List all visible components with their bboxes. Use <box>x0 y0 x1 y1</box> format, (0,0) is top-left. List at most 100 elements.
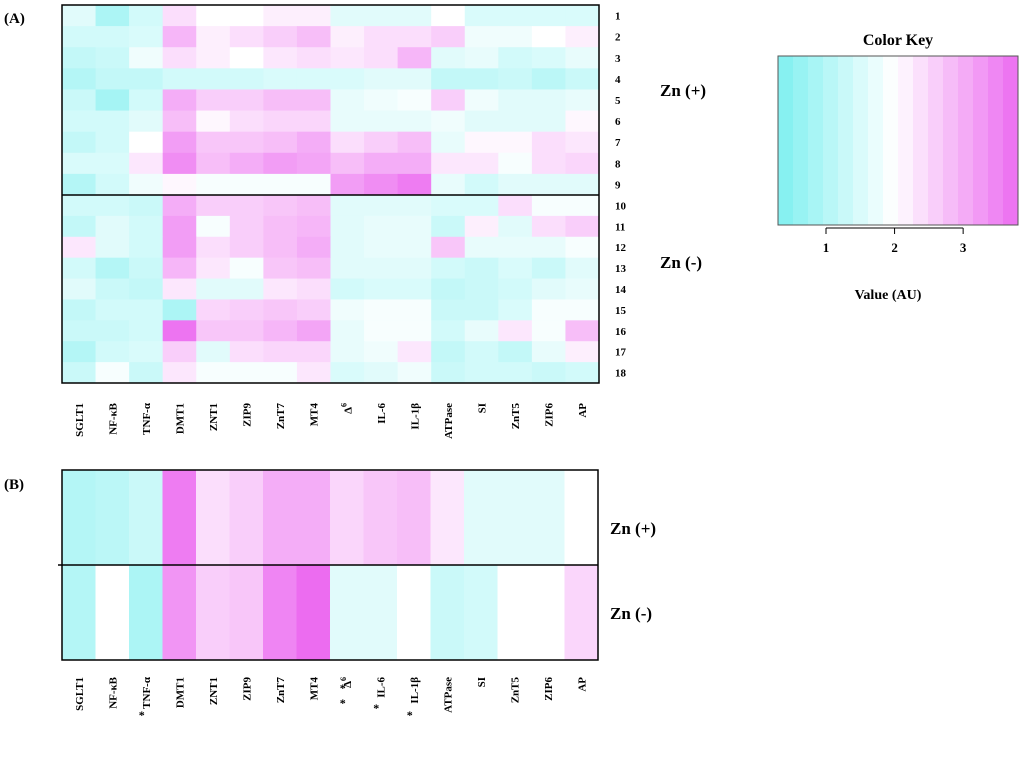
heatmap-a-cell <box>95 26 130 48</box>
heatmap-a-cell <box>330 89 365 112</box>
heatmap-a-cell <box>263 341 298 363</box>
color-key-swatch <box>793 56 809 225</box>
column-label-b: SGLT1 <box>74 677 86 711</box>
heatmap-a-cell <box>263 236 298 259</box>
heatmap-b-cell <box>363 470 398 566</box>
heatmap-a-cell <box>229 215 264 238</box>
heatmap-b-cell <box>95 470 130 566</box>
heatmap-a-cell <box>330 110 365 133</box>
column-label-b: ZnT5 <box>509 677 521 704</box>
heatmap-a-cell <box>62 236 97 259</box>
color-key-swatch <box>973 56 989 225</box>
column-label-a: AP <box>577 403 589 418</box>
heatmap-a-cell <box>531 195 566 217</box>
heatmap-a-cell <box>263 320 298 342</box>
color-key-title: Color Key <box>863 32 933 49</box>
color-key-swatch <box>868 56 884 225</box>
heatmap-a-cell <box>95 362 130 384</box>
heatmap-a-cell <box>162 215 197 238</box>
heatmap-a-cell <box>531 26 566 48</box>
heatmap-a-cell <box>296 47 331 69</box>
heatmap-a-cell <box>62 320 97 342</box>
heatmap-a-cell <box>162 152 197 175</box>
heatmap-a-cell <box>464 152 499 175</box>
heatmap-b-cell <box>531 470 565 566</box>
heatmap-b-cell <box>196 565 230 661</box>
row-label: 1 <box>615 11 621 23</box>
row-label-b-zn-minus: Zn (-) <box>610 604 652 623</box>
heatmap-a-cell <box>464 131 499 154</box>
heatmap-a-cell <box>565 195 600 217</box>
color-key-swatch <box>823 56 839 225</box>
color-key-frame <box>777 55 1019 226</box>
heatmap-a-cell <box>397 299 432 321</box>
heatmap-a-cell <box>464 47 499 69</box>
column-label-b: ZIP6 <box>543 677 555 701</box>
heatmap-a-cell <box>464 299 499 321</box>
column-label-b: ZNT1 <box>208 677 220 705</box>
heatmap-a-cell <box>397 362 432 384</box>
heatmap-a-cell <box>431 320 466 342</box>
heatmap-a-cell <box>330 278 365 300</box>
heatmap-a-cell <box>196 89 231 112</box>
heatmap-a-cell <box>95 257 130 280</box>
column-label-a: ZIP6 <box>544 403 556 427</box>
heatmap-a-cell <box>95 278 130 300</box>
heatmap-a-cell <box>263 110 298 133</box>
heatmap-a-cell <box>95 341 130 363</box>
heatmap-a-cell <box>431 131 466 154</box>
heatmap-a-cell <box>296 110 331 133</box>
heatmap-a-cell <box>162 278 197 300</box>
heatmap-a-cell <box>196 215 231 238</box>
heatmap-a-cell <box>498 257 533 280</box>
row-label: 6 <box>615 116 621 128</box>
heatmap-a-cell <box>330 195 365 217</box>
heatmap-a-cell <box>431 278 466 300</box>
color-key-swatch <box>958 56 974 225</box>
heatmap-a-cell <box>229 68 264 90</box>
heatmap-a-cell <box>531 89 566 112</box>
heatmap-a-cell <box>364 236 399 259</box>
heatmap-a-cell <box>196 362 231 384</box>
heatmap-a-cell <box>95 236 130 259</box>
heatmap-b-cell <box>95 565 130 661</box>
heatmap-a-cell <box>364 278 399 300</box>
heatmap-a-cell <box>196 152 231 175</box>
heatmap-a-cell <box>62 195 97 217</box>
heatmap-a-cell <box>464 5 499 27</box>
heatmap-a-cell <box>498 26 533 48</box>
column-label-a: ZnT5 <box>510 403 522 430</box>
heatmap-a-cell <box>229 320 264 342</box>
heatmap-a-cell <box>196 173 231 196</box>
heatmap-a-cell <box>296 299 331 321</box>
heatmap-a-cell <box>330 68 365 90</box>
heatmap-b-cell <box>330 565 364 661</box>
heatmap-a-cell <box>397 47 432 69</box>
row-label: 11 <box>615 221 625 233</box>
heatmap-a-cell <box>431 257 466 280</box>
heatmap-a-cell <box>364 131 399 154</box>
heatmap-a-cell <box>397 131 432 154</box>
heatmap-a-cell <box>531 131 566 154</box>
row-label: 8 <box>615 158 621 170</box>
heatmap-a-cell <box>229 299 264 321</box>
column-label-superscript: 6 <box>339 677 348 681</box>
heatmap-a-cell <box>263 47 298 69</box>
heatmap-b-cell <box>397 470 431 566</box>
heatmap-a-cell <box>296 278 331 300</box>
heatmap-a-cell <box>531 236 566 259</box>
row-label: 17 <box>615 347 627 359</box>
heatmap-b-cell <box>363 565 398 661</box>
heatmap-a-cell <box>162 341 197 363</box>
heatmap-a-cell <box>62 215 97 238</box>
heatmap-a-cell <box>531 341 566 363</box>
color-key-swatch <box>838 56 854 225</box>
heatmap-a-cell <box>498 236 533 259</box>
column-label-a: Δ6 <box>339 403 354 414</box>
heatmap-a-cell <box>397 195 432 217</box>
row-label: 13 <box>615 263 627 275</box>
heatmap-a-cell <box>330 5 365 27</box>
heatmap-a-cell <box>229 89 264 112</box>
heatmap-b-cell <box>430 565 465 661</box>
heatmap-a-cell <box>95 110 130 133</box>
